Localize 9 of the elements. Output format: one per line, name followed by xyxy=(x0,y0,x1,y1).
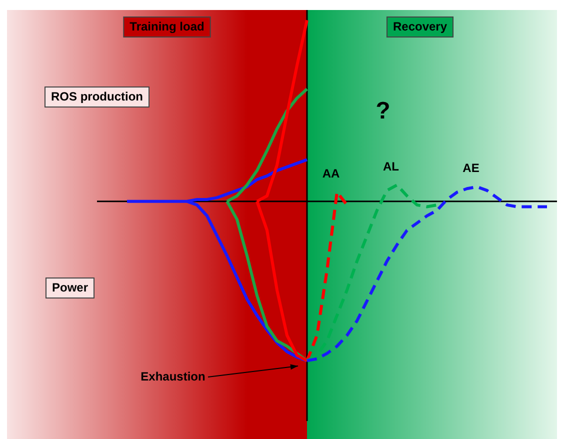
text: Exhaustion xyxy=(140,369,206,384)
annotation: ? xyxy=(376,98,390,125)
series-label: AL xyxy=(383,159,399,174)
annotation: Training load xyxy=(130,19,204,34)
series-label: AE xyxy=(462,161,480,176)
annotation: ROS production xyxy=(51,89,143,104)
annotation: Recovery xyxy=(392,19,448,34)
annotation: Power xyxy=(52,280,88,294)
series-label: AA xyxy=(322,166,340,181)
